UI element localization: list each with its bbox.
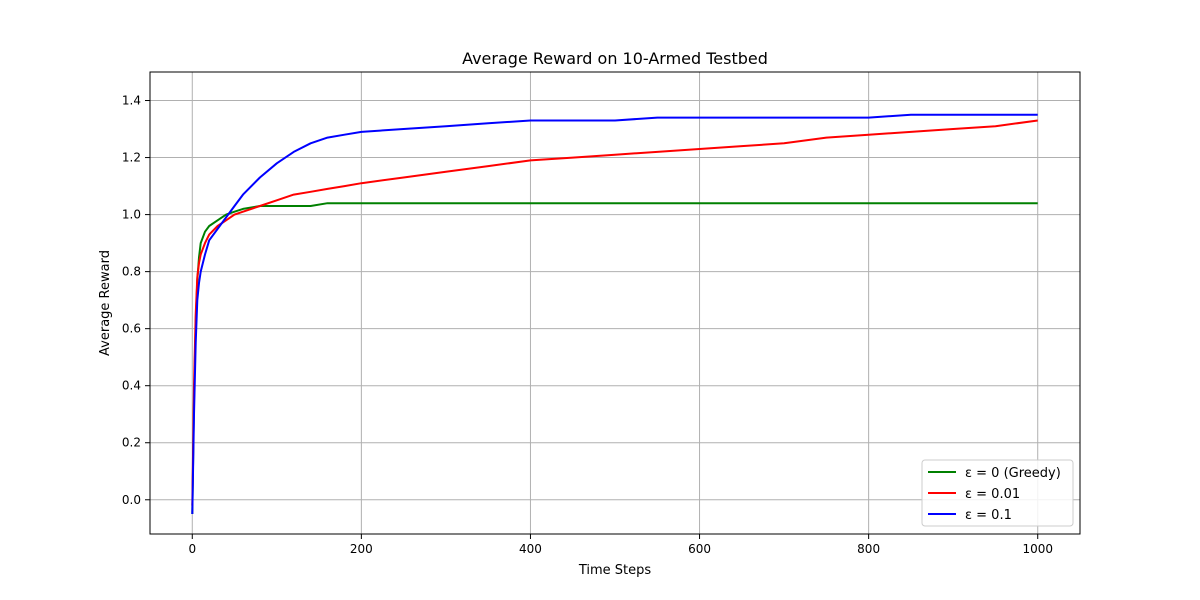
x-tick-label: 400	[519, 542, 542, 556]
x-tick-label: 800	[857, 542, 880, 556]
x-axis-ticks: 0 200 400 600 800 1000	[188, 534, 1053, 556]
legend: ε = 0 (Greedy) ε = 0.01 ε = 0.1	[921, 459, 1074, 527]
x-tick-label: 0	[188, 542, 196, 556]
plot-frame	[149, 71, 1081, 535]
x-axis-label: Time Steps	[578, 563, 652, 578]
y-tick-label: 1.2	[122, 151, 141, 165]
legend-label-greedy: ε = 0 (Greedy)	[965, 466, 1061, 481]
y-tick-label: 0.0	[122, 493, 141, 507]
x-tick-label: 600	[688, 542, 711, 556]
y-tick-label: 0.6	[122, 322, 141, 336]
series-line-epsilon-001	[191, 119, 1038, 506]
y-tick-label: 1.0	[122, 208, 141, 222]
y-tick-label: 0.8	[122, 265, 141, 279]
grid	[150, 72, 1080, 534]
series-line-greedy	[191, 202, 1038, 515]
x-tick-label: 200	[350, 542, 373, 556]
y-tick-label: 0.2	[122, 436, 141, 450]
chart-title: Average Reward on 10-Armed Testbed	[462, 49, 768, 68]
y-axis-ticks: 0.0 0.2 0.4 0.6 0.8 1.0 1.2 1.4	[122, 94, 150, 507]
series-line-epsilon-01	[191, 113, 1038, 515]
legend-label-epsilon-001: ε = 0.01	[965, 487, 1020, 502]
series-lines	[191, 113, 1038, 515]
legend-box	[921, 459, 1074, 527]
y-axis-label: Average Reward	[98, 250, 113, 356]
legend-label-epsilon-01: ε = 0.1	[965, 508, 1012, 523]
y-tick-label: 0.4	[122, 379, 141, 393]
x-tick-label: 1000	[1022, 542, 1053, 556]
y-tick-label: 1.4	[122, 94, 141, 108]
